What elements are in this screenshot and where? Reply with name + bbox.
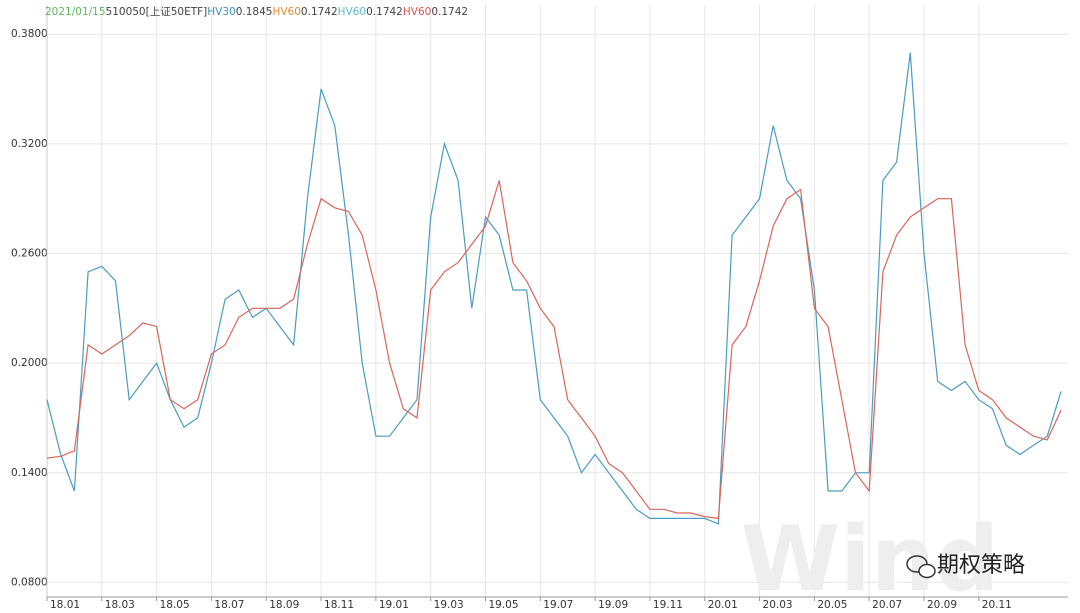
- plot: 0.0800 0.1400 0.2000 0.2600 0.3200 0.3800 18.0…: [11, 5, 1068, 611]
- x-tick-label: 18.01: [50, 599, 80, 611]
- legend-value: 0.1742: [431, 6, 469, 18]
- legend-name: HV60: [402, 6, 432, 18]
- x-tick-label: 18.09: [269, 599, 299, 611]
- header-code: 510050[上证50ETF]: [105, 6, 208, 18]
- legend-value: 0.1742: [366, 6, 403, 18]
- x-tick-label: 20.07: [872, 599, 902, 611]
- header-items: HV300.1845HV600.1742HV600.1742HV600.1742: [207, 6, 468, 18]
- legend-value: 0.1742: [300, 6, 338, 18]
- x-tick-label: 18.05: [160, 599, 190, 611]
- y-tick-label: 0.3800: [11, 28, 48, 40]
- x-tick-label: 18.03: [105, 599, 135, 611]
- watermark-account: 期权策略: [937, 553, 1025, 578]
- x-tick-label: 20.09: [927, 599, 957, 611]
- x-tick-label: 19.05: [488, 599, 518, 611]
- x-tick-label: 19.07: [543, 599, 573, 611]
- x-tick-label: 20.05: [817, 599, 847, 611]
- x-tick-label: 19.11: [653, 599, 683, 611]
- y-tick-label: 0.2000: [11, 357, 48, 369]
- y-tick-label: 0.0800: [11, 576, 48, 588]
- series-line: [46, 180, 1062, 520]
- watermark-brand: Wind: [741, 507, 1000, 612]
- y-tick-label: 0.2600: [11, 247, 48, 259]
- x-tick-label: 20.03: [763, 599, 793, 611]
- x-tick-label: 19.01: [379, 599, 409, 611]
- x-tick-label: 18.11: [324, 599, 354, 611]
- x-tick-label: 19.09: [598, 599, 628, 611]
- x-tick-label: 18.07: [214, 599, 244, 611]
- x-tick-label: 19.03: [434, 599, 464, 611]
- legend-name: HV60: [337, 6, 367, 18]
- y-tick-label: 0.1400: [11, 467, 48, 479]
- x-tick-label: 20.01: [708, 599, 738, 611]
- legend-name: HV60: [272, 6, 301, 18]
- legend-header: 2021/01/15510050[上证50ETF]HV300.1845HV600…: [45, 4, 468, 19]
- header-date: 2021/01/15: [45, 6, 106, 18]
- legend-name: HV30: [207, 6, 236, 18]
- x-tick-label: 20.11: [982, 599, 1012, 611]
- y-tick-label: 0.3200: [11, 138, 48, 150]
- series-line: [46, 52, 1062, 525]
- legend-value: 0.1845: [235, 6, 273, 18]
- wechat-icon: [906, 555, 936, 579]
